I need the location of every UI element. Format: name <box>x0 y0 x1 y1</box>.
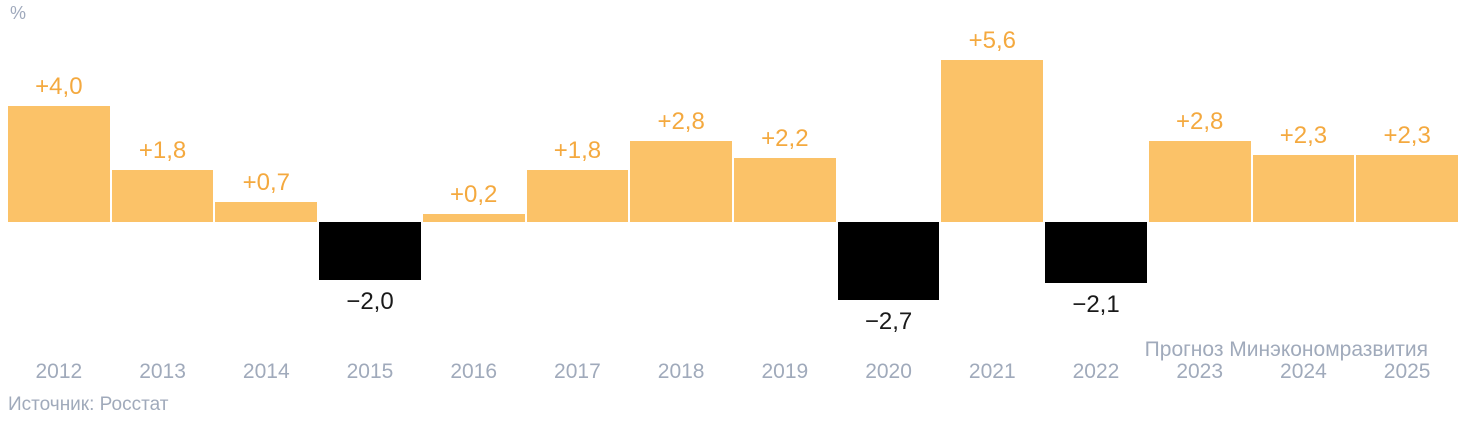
value-label-2021: +5,6 <box>968 27 1016 54</box>
value-label-2013: +1,8 <box>138 137 187 164</box>
year-label-2017: 2017 <box>554 360 601 383</box>
year-label-2021: 2021 <box>968 360 1016 383</box>
bar-2022 <box>1045 222 1147 283</box>
bar-2016 <box>422 214 525 222</box>
value-label-2022: −2,1 <box>1072 291 1120 318</box>
year-label-2016: 2016 <box>450 360 498 383</box>
year-label-2024: 2024 <box>1280 360 1327 383</box>
value-label-2018: +2,8 <box>657 108 705 135</box>
value-label-2019: +2,2 <box>761 125 809 152</box>
bar-2019 <box>734 158 836 222</box>
value-label-2020: −2,7 <box>864 308 913 335</box>
year-label-2023: 2023 <box>1176 360 1224 383</box>
year-label-2020: 2020 <box>865 360 912 383</box>
year-label-2013: 2013 <box>139 360 186 383</box>
year-label-2012: 2012 <box>35 360 83 383</box>
value-label-2025: +2,3 <box>1383 122 1431 149</box>
year-label-2015: 2015 <box>346 360 394 383</box>
value-label-2017: +1,8 <box>553 137 602 164</box>
bar-2018 <box>630 141 732 222</box>
year-label-2022: 2022 <box>1072 360 1120 383</box>
value-label-2023: +2,8 <box>1176 108 1224 135</box>
forecast-note: Прогноз Минэкономразвития <box>1144 338 1428 361</box>
value-label-2024: +2,3 <box>1279 122 1328 149</box>
bar-2013 <box>111 170 214 222</box>
bar-2014 <box>215 202 318 222</box>
year-label-2025: 2025 <box>1383 360 1431 383</box>
bar-2025 <box>1356 155 1458 222</box>
bar-2023 <box>1148 141 1251 222</box>
value-label-2015: −2,0 <box>346 288 394 315</box>
bar-2021 <box>941 60 1044 222</box>
value-label-2014: +0,7 <box>242 169 290 196</box>
year-label-2018: 2018 <box>657 360 705 383</box>
value-label-2012: +4,0 <box>35 73 83 100</box>
value-label-2016: +0,2 <box>450 181 498 208</box>
bar-2012 <box>8 106 110 222</box>
bar-2024 <box>1252 155 1355 222</box>
y-axis-unit-label: % <box>10 3 27 23</box>
bar-2020 <box>837 222 940 300</box>
source-note: Источник: Росстат <box>8 394 169 415</box>
year-label-2014: 2014 <box>242 360 290 383</box>
bar-2017 <box>526 170 629 222</box>
year-label-2019: 2019 <box>761 360 809 383</box>
bar-2015 <box>319 222 421 280</box>
